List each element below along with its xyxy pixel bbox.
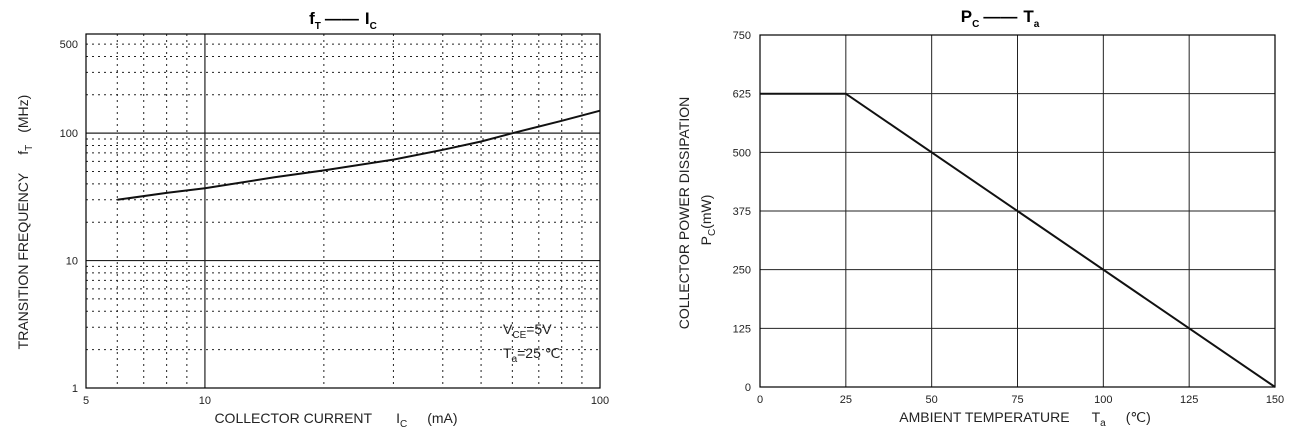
pc-ta-derating-line bbox=[760, 92, 1276, 388]
y-tick-label: 10 bbox=[66, 256, 78, 268]
pc-ta-title: PC —— Ta bbox=[961, 7, 1040, 30]
ft-ic-chart: 5 10 100 1 10 100 500 fT —— IC COLLECTOR CURRENT… bbox=[15, 9, 609, 430]
pc-ta-plot-frame bbox=[759, 34, 1276, 388]
y-tick-label: 500 bbox=[60, 39, 78, 51]
y-tick-label: 100 bbox=[60, 128, 78, 140]
y-tick-label: 375 bbox=[733, 206, 751, 218]
ft-ic-ylabel: TRANSITION FREQUENCYfT(MHz) bbox=[15, 95, 35, 350]
x-tick-label: 150 bbox=[1266, 394, 1284, 406]
ft-ic-series bbox=[117, 109, 601, 201]
x-tick-label: 10 bbox=[199, 395, 211, 407]
x-tick-label: 75 bbox=[1011, 394, 1023, 406]
x-tick-label: 100 bbox=[591, 395, 609, 407]
ft-ic-title: fT —— IC bbox=[309, 9, 377, 32]
x-tick-label: 100 bbox=[1094, 394, 1112, 406]
y-tick-label: 250 bbox=[733, 265, 751, 277]
ft-ic-plot-frame bbox=[85, 33, 601, 389]
ta-annotation: Ta=25 ℃ bbox=[503, 345, 561, 365]
pc-ta-series bbox=[760, 92, 1276, 388]
pc-ta-ylabel: COLLECTOR POWER DISSIPATION bbox=[676, 97, 692, 330]
x-tick-label: 0 bbox=[757, 394, 763, 406]
ft-ic-xlabel: COLLECTOR CURRENT IC (mA) bbox=[214, 410, 457, 430]
x-tick-label: 5 bbox=[83, 395, 89, 407]
x-tick-label: 25 bbox=[840, 394, 852, 406]
pc-ta-tick-labels: 0 25 50 75 100 125 150 0 125 250 375 500 625 750 bbox=[733, 30, 1285, 406]
x-tick-label: 50 bbox=[926, 394, 938, 406]
y-tick-label: 0 bbox=[745, 382, 751, 394]
pc-ta-chart: 0 25 50 75 100 125 150 0 125 250 375 500 625 750 PC ——… bbox=[676, 7, 1284, 429]
pc-ta-xlabel: AMBIENT TEMPERATURE Ta (℃) bbox=[899, 409, 1151, 429]
y-tick-label: 125 bbox=[733, 323, 751, 335]
vce-annotation: VCE=5V bbox=[503, 321, 552, 341]
x-tick-label: 125 bbox=[1180, 394, 1198, 406]
ft-ic-curve bbox=[117, 109, 601, 201]
pc-ta-ylabel-symbol: PC(mW) bbox=[698, 195, 718, 246]
ft-ic-tick-labels: 5 10 100 1 10 100 500 bbox=[60, 39, 610, 407]
y-tick-label: 625 bbox=[733, 89, 751, 101]
y-tick-label: 500 bbox=[733, 147, 751, 159]
y-tick-label: 1 bbox=[72, 383, 78, 395]
y-tick-label: 750 bbox=[733, 30, 751, 42]
